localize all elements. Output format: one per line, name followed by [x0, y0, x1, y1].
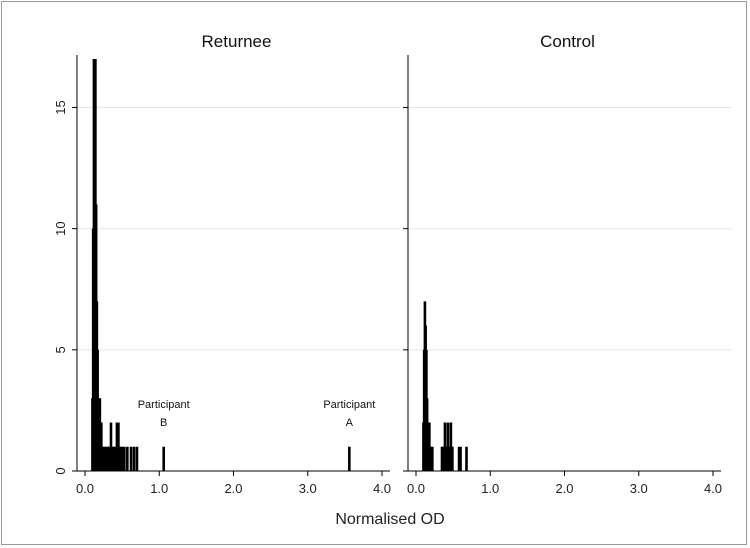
panel-title: Returnee [202, 32, 272, 51]
histogram-bar [428, 422, 431, 471]
annotation-label: Participant [323, 399, 375, 411]
histogram-bar [459, 446, 462, 471]
histogram-bar [429, 446, 433, 471]
annotation-label: Participant [138, 399, 190, 411]
histogram-bar [465, 446, 468, 471]
panel-title: Control [540, 32, 595, 51]
x-tick-label: 4.0 [373, 481, 391, 496]
histogram-bar [440, 446, 444, 471]
y-tick-label: 15 [53, 100, 68, 114]
histogram-bar [445, 446, 448, 471]
histogram-bar [120, 446, 123, 471]
histogram-bar [451, 446, 454, 471]
histogram-bar [118, 446, 122, 471]
x-tick-label: 3.0 [630, 481, 648, 496]
x-tick-label: 2.0 [555, 481, 573, 496]
x-tick-label: 0.0 [407, 481, 425, 496]
histogram-bar [123, 446, 126, 471]
histogram-bar [106, 446, 110, 471]
x-tick-label: 1.0 [150, 481, 168, 496]
y-tick-label: 10 [53, 221, 68, 235]
histogram-bar [348, 446, 351, 471]
histogram-bar [132, 446, 136, 471]
histogram-bar [111, 446, 114, 471]
x-tick-label: 2.0 [224, 481, 242, 496]
histogram-bar [457, 446, 461, 471]
y-tick-label: 0 [53, 467, 68, 474]
histogram-bar [449, 422, 453, 471]
histogram-bar [135, 446, 139, 471]
y-tick-label: 5 [53, 346, 68, 353]
panel-control: Control 0.0 1.0 2.0 3.0 4.0 [403, 32, 731, 496]
x-tick-label: 4.0 [704, 481, 722, 496]
histogram-bar [442, 446, 445, 471]
histogram-bar [105, 446, 108, 471]
histogram-bar [431, 446, 434, 471]
histogram-bar [112, 446, 116, 471]
histogram-bar [109, 422, 113, 471]
histogram-bar [103, 446, 107, 471]
histogram-bar [102, 446, 105, 471]
histogram-bar [129, 446, 133, 471]
panel-returnee: Returnee 0 5 10 15 0.0 1.0 2.0 3.0 4.0 Participant… [53, 32, 400, 496]
histogram-bar [126, 446, 129, 471]
histogram-bar [117, 422, 120, 471]
histogram-bar [446, 422, 450, 471]
histogram-bar [448, 446, 451, 471]
histogram-bar [100, 446, 104, 471]
histogram-bar [121, 446, 125, 471]
histogram-bar [162, 446, 166, 471]
histogram-bar [108, 446, 111, 471]
histogram-bar [443, 422, 447, 471]
histogram-bar [114, 446, 117, 471]
x-tick-label: 1.0 [481, 481, 499, 496]
x-axis-label: Normalised OD [335, 511, 444, 528]
x-tick-label: 3.0 [299, 481, 317, 496]
annotation-label: A [346, 417, 354, 429]
x-tick-label: 0.0 [76, 481, 94, 496]
histogram-bar [115, 422, 119, 471]
annotation-label: B [160, 417, 167, 429]
